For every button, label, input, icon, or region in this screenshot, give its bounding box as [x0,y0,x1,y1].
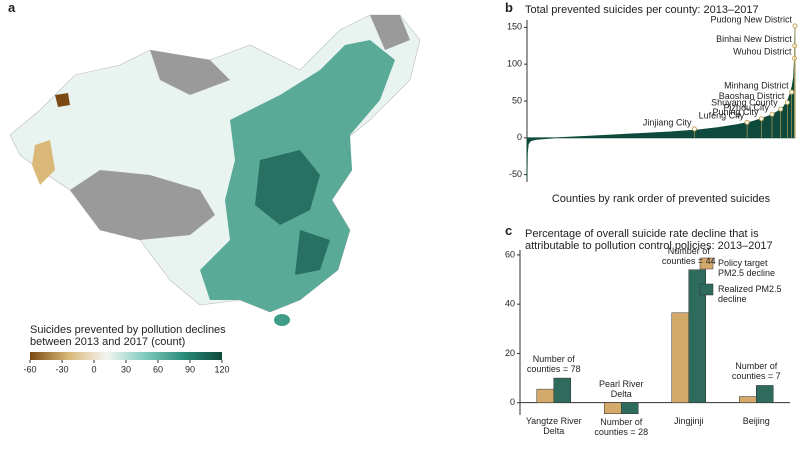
colorbar-tick-label: -30 [55,364,68,374]
annotation-label: Minhang District [724,81,789,91]
y-tick-label: 60 [505,249,515,259]
chart-title: Percentage of overall suicide rate decli… [525,228,773,252]
annotation-marker [691,126,697,132]
annotation-label: Pudong New District [710,14,792,24]
bar-note: Number of counties = 78 [526,354,581,375]
annotation-label: Lufeng City [699,111,745,121]
annotation-marker [769,111,775,117]
colorbar-tick-label: 0 [91,364,96,374]
bar [739,396,757,403]
x-tick-label: Yangtze River Delta [525,416,582,436]
panel-label: b [505,0,513,15]
bar-note: Number of counties = 44 [661,245,716,266]
x-axis-label: Counties by rank order of prevented suic… [551,193,771,205]
colorbar [30,352,222,360]
negative-patch [55,93,70,107]
bar-note: Number of counties = 7 [731,361,781,382]
y-tick-label: 150 [507,22,522,32]
y-tick-label: 0 [510,397,515,407]
colorbar-title: Suicides prevented by pollution declines… [30,324,226,348]
y-tick-label: 0 [517,132,522,142]
colorbar-tick-label: 60 [153,364,163,374]
colorbar-tick-label: 90 [185,364,195,374]
annotation-label: Shuyang County [711,97,778,107]
annotation-marker [789,89,795,95]
annotation-label: Puning City [712,107,759,117]
legend-label: Policy target PM2.5 decline [718,258,776,278]
bar [604,402,622,415]
bar-note: Number of counties = 28 [594,416,649,437]
annotation-marker [784,99,790,105]
annotation-marker [792,23,798,29]
no-data-region [70,15,410,240]
annotation-marker [778,106,784,112]
bar [688,269,706,403]
x-tick-label: Jingjinji [673,416,704,426]
area [526,25,796,179]
legend-swatch [699,257,714,270]
y-tick-label: 50 [512,95,522,105]
annotation-label: Wuhou District [733,47,792,57]
panel-label: a [8,0,16,15]
island [274,314,290,326]
annotation-marker [744,119,750,125]
legend-label: Realized PM2.5 decline [718,284,782,304]
x-tick-label: Pearl River Delta [598,378,644,399]
colorbar-tick-label: 120 [214,364,229,374]
legend-swatch [699,283,714,296]
y-tick-label: 40 [505,299,515,309]
negative-patch [32,140,55,185]
annotation-label: Pizhou City [723,103,769,113]
map [9,14,421,326]
colorbar-tick-label: -60 [23,364,36,374]
bar [536,388,554,403]
dark-patches [255,150,330,275]
x-tick-label: Beijing [742,416,770,426]
annotation-marker [758,116,764,122]
panel-label: c [505,223,513,238]
y-tick-label: 100 [507,59,522,69]
bar [671,312,689,403]
y-tick-label: 20 [505,348,515,358]
bar [756,385,774,403]
bar [621,402,639,415]
annotation-label: Jinjiang City [643,117,692,127]
y-tick-label: -50 [509,169,522,179]
chart-title: Total prevented suicides per county: 201… [525,4,759,16]
annotation-label: Baoshan District [719,91,785,101]
colorbar-tick-label: 30 [121,364,131,374]
annotation-label: Binhai New District [716,34,792,44]
bar [553,377,571,403]
